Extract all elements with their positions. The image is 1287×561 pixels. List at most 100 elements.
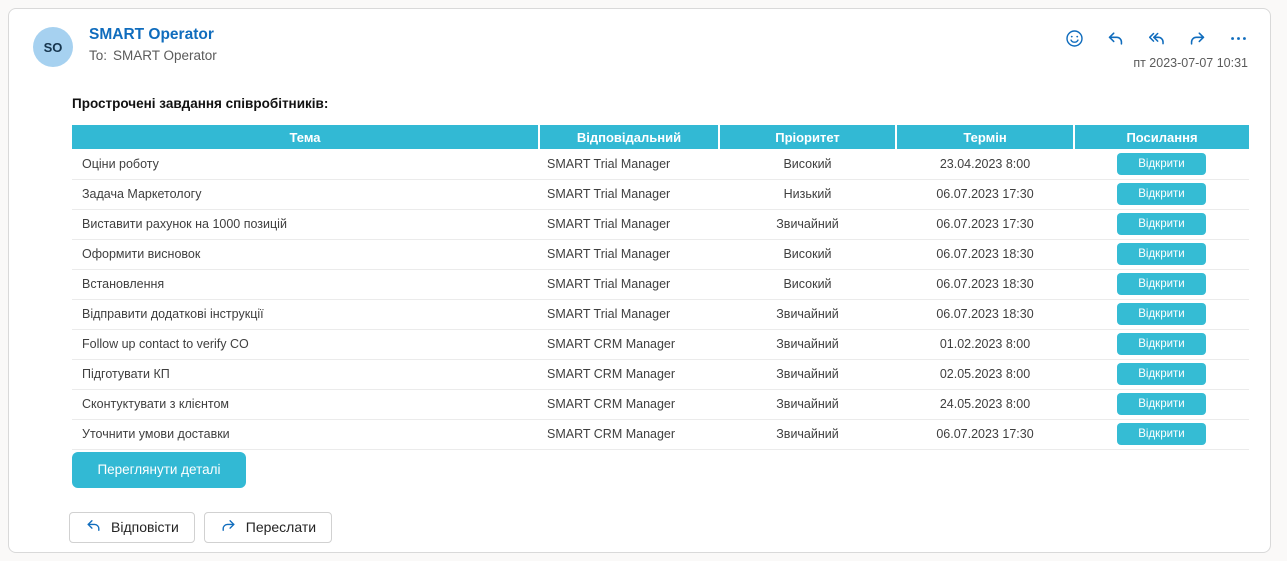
task-due-cell: 06.07.2023 18:30 xyxy=(896,269,1074,300)
message-action-toolbar xyxy=(1065,29,1248,48)
open-task-button[interactable]: Відкрити xyxy=(1117,333,1206,355)
column-header-priority: Пріоритет xyxy=(719,125,897,149)
open-task-button[interactable]: Відкрити xyxy=(1117,393,1206,415)
task-link-cell: Відкрити xyxy=(1074,389,1249,420)
task-link-cell: Відкрити xyxy=(1074,269,1249,300)
task-link-cell: Відкрити xyxy=(1074,149,1249,180)
table-row: Сконтуктувати з клієнтом SMART CRM Manag… xyxy=(72,389,1249,420)
task-topic-cell: Підготувати КП xyxy=(72,359,539,390)
table-row: Follow up contact to verify CO SMART CRM… xyxy=(72,329,1249,360)
reply-arrow-icon xyxy=(85,517,102,537)
task-link-cell: Відкрити xyxy=(1074,359,1249,390)
open-task-button[interactable]: Відкрити xyxy=(1117,303,1206,325)
task-topic-cell: Оціни роботу xyxy=(72,149,539,180)
forward-button-label: Переслати xyxy=(245,519,317,535)
to-value: SMART Operator xyxy=(113,48,217,64)
open-task-button[interactable]: Відкрити xyxy=(1117,183,1206,205)
task-due-cell: 01.02.2023 8:00 xyxy=(896,329,1074,360)
reply-button[interactable]: Відповісти xyxy=(69,511,195,543)
task-due-cell: 24.05.2023 8:00 xyxy=(896,389,1074,420)
open-task-button[interactable]: Відкрити xyxy=(1117,243,1206,265)
task-responsible-cell: SMART Trial Manager xyxy=(539,299,719,330)
table-row: Задача Маркетологу SMART Trial Manager Н… xyxy=(72,179,1249,210)
task-priority-cell: Низький xyxy=(719,179,896,210)
open-task-button[interactable]: Відкрити xyxy=(1117,363,1206,385)
task-responsible-cell: SMART Trial Manager xyxy=(539,179,719,210)
task-link-cell: Відкрити xyxy=(1074,209,1249,240)
task-topic-cell: Follow up contact to verify CO xyxy=(72,329,539,360)
task-responsible-cell: SMART Trial Manager xyxy=(539,149,719,180)
task-due-cell: 06.07.2023 17:30 xyxy=(896,419,1074,450)
task-responsible-cell: SMART CRM Manager xyxy=(539,359,719,390)
table-row: Виставити рахунок на 1000 позицій SMART … xyxy=(72,209,1249,240)
task-priority-cell: Звичайний xyxy=(719,359,896,390)
task-priority-cell: Звичайний xyxy=(719,329,896,360)
column-header-link: Посилання xyxy=(1074,125,1249,149)
task-priority-cell: Високий xyxy=(719,149,896,180)
table-row: Відправити додаткові інструкції SMART Tr… xyxy=(72,299,1249,330)
task-due-cell: 06.07.2023 18:30 xyxy=(896,239,1074,270)
task-responsible-cell: SMART Trial Manager xyxy=(539,269,719,300)
message-timestamp: пт 2023-07-07 10:31 xyxy=(1133,56,1248,70)
task-priority-cell: Високий xyxy=(719,269,896,300)
table-row: Встановлення SMART Trial Manager Високий… xyxy=(72,269,1249,300)
more-actions-icon[interactable] xyxy=(1229,29,1248,48)
recipient-line: To: SMART Operator xyxy=(89,48,1065,63)
reply-icon[interactable] xyxy=(1106,29,1125,48)
task-topic-cell: Сконтуктувати з клієнтом xyxy=(72,389,539,420)
task-priority-cell: Високий xyxy=(719,239,896,270)
view-details-button[interactable]: Переглянути деталі xyxy=(72,451,246,488)
table-header-row: Тема Відповідальний Пріоритет Термін Пос… xyxy=(72,125,1249,149)
task-responsible-cell: SMART Trial Manager xyxy=(539,209,719,240)
task-topic-cell: Виставити рахунок на 1000 позицій xyxy=(72,209,539,240)
task-topic-cell: Відправити додаткові інструкції xyxy=(72,299,539,330)
task-topic-cell: Уточнити умови доставки xyxy=(72,419,539,450)
open-task-button[interactable]: Відкрити xyxy=(1117,152,1206,175)
table-row: Оформити висновок SMART Trial Manager Ви… xyxy=(72,239,1249,270)
reply-button-label: Відповісти xyxy=(111,519,179,535)
task-link-cell: Відкрити xyxy=(1074,329,1249,360)
table-row: Підготувати КП SMART CRM Manager Звичайн… xyxy=(72,359,1249,390)
message-header: SO SMART Operator To: SMART Operator xyxy=(33,25,1248,70)
task-due-cell: 23.04.2023 8:00 xyxy=(896,149,1074,180)
table-row: Уточнити умови доставки SMART CRM Manage… xyxy=(72,419,1249,450)
task-priority-cell: Звичайний xyxy=(719,209,896,240)
open-task-button[interactable]: Відкрити xyxy=(1117,423,1206,445)
task-link-cell: Відкрити xyxy=(1074,179,1249,210)
task-priority-cell: Звичайний xyxy=(719,299,896,330)
task-link-cell: Відкрити xyxy=(1074,299,1249,330)
column-header-topic: Тема xyxy=(72,125,540,149)
overdue-tasks-heading: Прострочені завдання співробітників: xyxy=(72,96,329,111)
task-responsible-cell: SMART CRM Manager xyxy=(539,419,719,450)
task-responsible-cell: SMART Trial Manager xyxy=(539,239,719,270)
task-due-cell: 02.05.2023 8:00 xyxy=(896,359,1074,390)
forward-arrow-icon xyxy=(220,517,237,537)
open-task-button[interactable]: Відкрити xyxy=(1117,273,1206,295)
task-topic-cell: Задача Маркетологу xyxy=(72,179,539,210)
open-task-button[interactable]: Відкрити xyxy=(1117,213,1206,235)
forward-icon[interactable] xyxy=(1188,29,1207,48)
sender-name[interactable]: SMART Operator xyxy=(89,26,214,43)
message-footer: Відповісти Переслати xyxy=(33,511,1248,543)
column-header-responsible: Відповідальний xyxy=(539,125,720,149)
email-reading-pane: SO SMART Operator To: SMART Operator xyxy=(8,8,1271,553)
column-header-due: Термін xyxy=(896,125,1075,149)
forward-button[interactable]: Переслати xyxy=(203,511,333,543)
task-priority-cell: Звичайний xyxy=(719,389,896,420)
sender-avatar[interactable]: SO xyxy=(33,27,73,67)
task-link-cell: Відкрити xyxy=(1074,239,1249,270)
task-responsible-cell: SMART CRM Manager xyxy=(539,389,719,420)
overdue-tasks-table: Тема Відповідальний Пріоритет Термін Пос… xyxy=(72,125,1249,450)
task-priority-cell: Звичайний xyxy=(719,419,896,450)
task-due-cell: 06.07.2023 17:30 xyxy=(896,209,1074,240)
task-topic-cell: Оформити висновок xyxy=(72,239,539,270)
to-label: To: xyxy=(89,48,108,64)
task-responsible-cell: SMART CRM Manager xyxy=(539,329,719,360)
task-topic-cell: Встановлення xyxy=(72,269,539,300)
table-row: Оціни роботу SMART Trial Manager Високий… xyxy=(72,149,1249,180)
reply-all-icon[interactable] xyxy=(1147,29,1166,48)
task-due-cell: 06.07.2023 17:30 xyxy=(896,179,1074,210)
message-body: Прострочені завдання співробітників: Тем… xyxy=(33,96,1249,488)
task-due-cell: 06.07.2023 18:30 xyxy=(896,299,1074,330)
reactions-smiley-icon[interactable] xyxy=(1065,29,1084,48)
